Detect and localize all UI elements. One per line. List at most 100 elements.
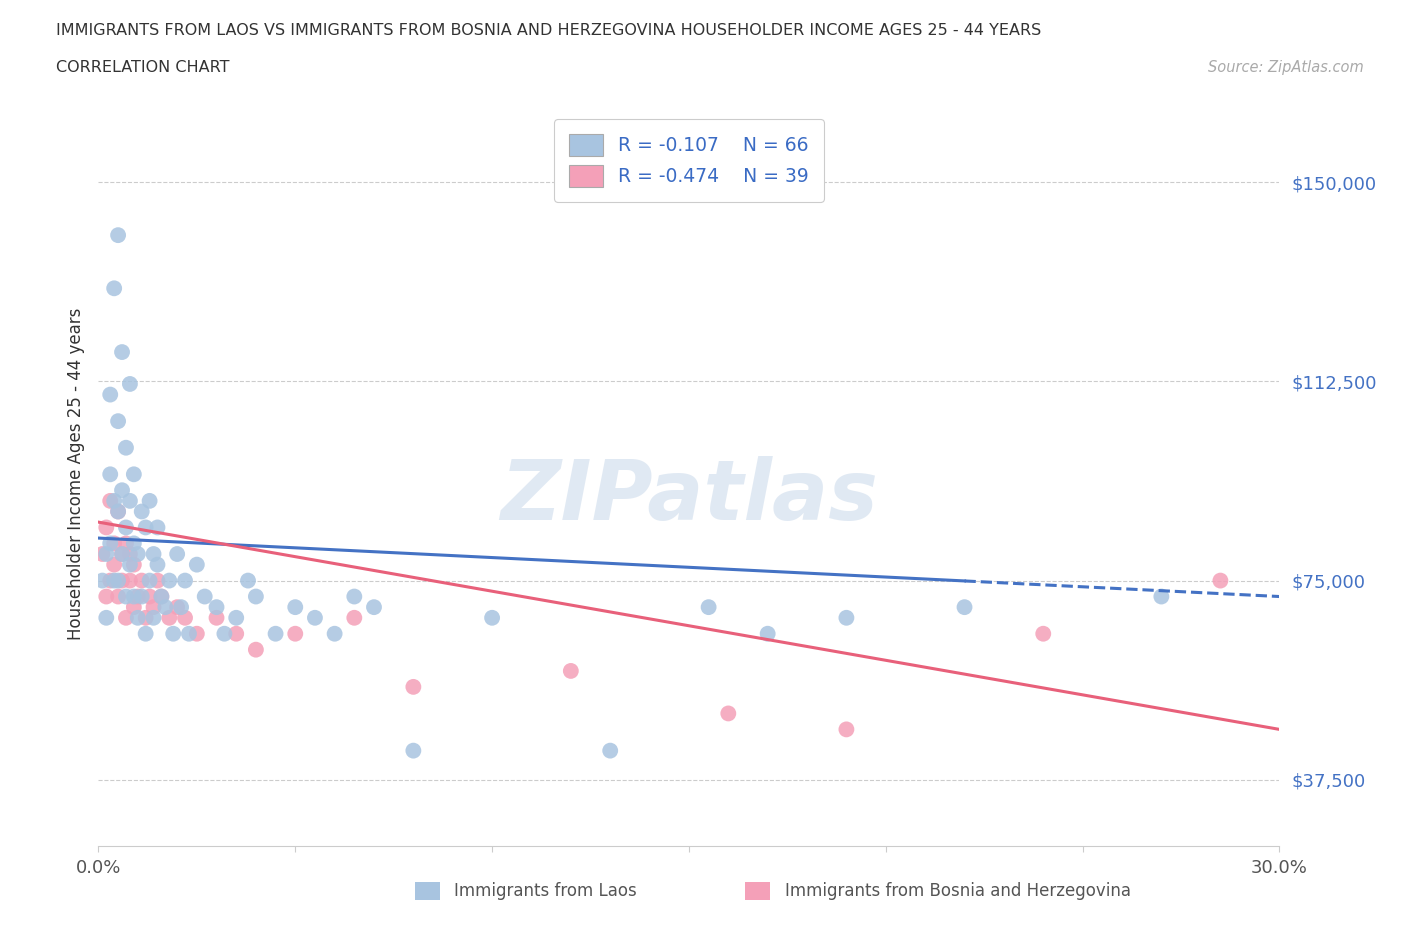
- Point: [115, 440, 138, 455]
- Point: [1150, 589, 1173, 604]
- Point: [225, 610, 247, 625]
- Point: [150, 589, 173, 604]
- Point: [717, 706, 740, 721]
- Point: [122, 600, 145, 615]
- Point: [756, 626, 779, 641]
- Point: [174, 610, 197, 625]
- Point: [170, 600, 193, 615]
- Point: [103, 281, 125, 296]
- Point: [138, 589, 160, 604]
- Point: [111, 547, 134, 562]
- Point: [115, 610, 138, 625]
- Point: [245, 589, 267, 604]
- Point: [343, 589, 366, 604]
- Point: [142, 610, 165, 625]
- Point: [174, 573, 197, 588]
- Point: [118, 377, 141, 392]
- Point: [225, 626, 247, 641]
- Point: [111, 547, 134, 562]
- Point: [1209, 573, 1232, 588]
- Point: [91, 573, 114, 588]
- Text: Source: ZipAtlas.com: Source: ZipAtlas.com: [1208, 60, 1364, 75]
- Point: [146, 520, 169, 535]
- Point: [138, 573, 160, 588]
- Point: [103, 536, 125, 551]
- Point: [115, 589, 138, 604]
- Point: [1032, 626, 1054, 641]
- Point: [122, 557, 145, 572]
- Point: [142, 600, 165, 615]
- Point: [323, 626, 346, 641]
- Point: [214, 626, 236, 641]
- Point: [343, 610, 366, 625]
- Point: [127, 547, 149, 562]
- Point: [96, 547, 118, 562]
- Point: [103, 557, 125, 572]
- Point: [103, 573, 125, 588]
- Text: IMMIGRANTS FROM LAOS VS IMMIGRANTS FROM BOSNIA AND HERZEGOVINA HOUSEHOLDER INCOM: IMMIGRANTS FROM LAOS VS IMMIGRANTS FROM …: [56, 23, 1042, 38]
- Point: [599, 743, 621, 758]
- Point: [107, 228, 129, 243]
- Point: [245, 643, 267, 658]
- Point: [111, 573, 134, 588]
- Point: [155, 600, 177, 615]
- Point: [560, 663, 582, 678]
- Point: [402, 743, 425, 758]
- Point: [98, 387, 121, 402]
- Point: [107, 504, 129, 519]
- Point: [115, 520, 138, 535]
- Point: [157, 610, 180, 625]
- Point: [96, 610, 118, 625]
- Point: [264, 626, 287, 641]
- Point: [131, 573, 153, 588]
- Point: [118, 494, 141, 509]
- Point: [135, 520, 157, 535]
- Point: [118, 573, 141, 588]
- Point: [107, 504, 129, 519]
- Point: [135, 626, 157, 641]
- Point: [835, 610, 858, 625]
- Point: [142, 547, 165, 562]
- Point: [236, 573, 259, 588]
- Point: [111, 483, 134, 498]
- Point: [481, 610, 503, 625]
- Point: [146, 557, 169, 572]
- Point: [146, 573, 169, 588]
- Point: [186, 557, 208, 572]
- Point: [138, 494, 160, 509]
- Point: [122, 589, 145, 604]
- Point: [115, 536, 138, 551]
- Point: [98, 536, 121, 551]
- Point: [122, 467, 145, 482]
- Point: [96, 589, 118, 604]
- Point: [131, 589, 153, 604]
- Text: ZIPatlas: ZIPatlas: [501, 456, 877, 538]
- Point: [107, 589, 129, 604]
- Point: [284, 626, 307, 641]
- Point: [166, 547, 188, 562]
- Point: [103, 494, 125, 509]
- Point: [162, 626, 184, 641]
- Point: [697, 600, 720, 615]
- Point: [205, 610, 228, 625]
- Point: [304, 610, 326, 625]
- Point: [402, 680, 425, 695]
- Point: [127, 610, 149, 625]
- Point: [107, 414, 129, 429]
- Point: [127, 589, 149, 604]
- Point: [118, 547, 141, 562]
- Text: Immigrants from Bosnia and Herzegovina: Immigrants from Bosnia and Herzegovina: [785, 882, 1130, 900]
- Legend: R = -0.107    N = 66, R = -0.474    N = 39: R = -0.107 N = 66, R = -0.474 N = 39: [554, 119, 824, 202]
- Point: [111, 345, 134, 360]
- Point: [98, 573, 121, 588]
- Point: [122, 536, 145, 551]
- Y-axis label: Householder Income Ages 25 - 44 years: Householder Income Ages 25 - 44 years: [66, 308, 84, 641]
- Point: [835, 722, 858, 737]
- Text: CORRELATION CHART: CORRELATION CHART: [56, 60, 229, 75]
- Point: [98, 467, 121, 482]
- Point: [131, 504, 153, 519]
- Point: [205, 600, 228, 615]
- Point: [194, 589, 217, 604]
- Point: [135, 610, 157, 625]
- Point: [953, 600, 976, 615]
